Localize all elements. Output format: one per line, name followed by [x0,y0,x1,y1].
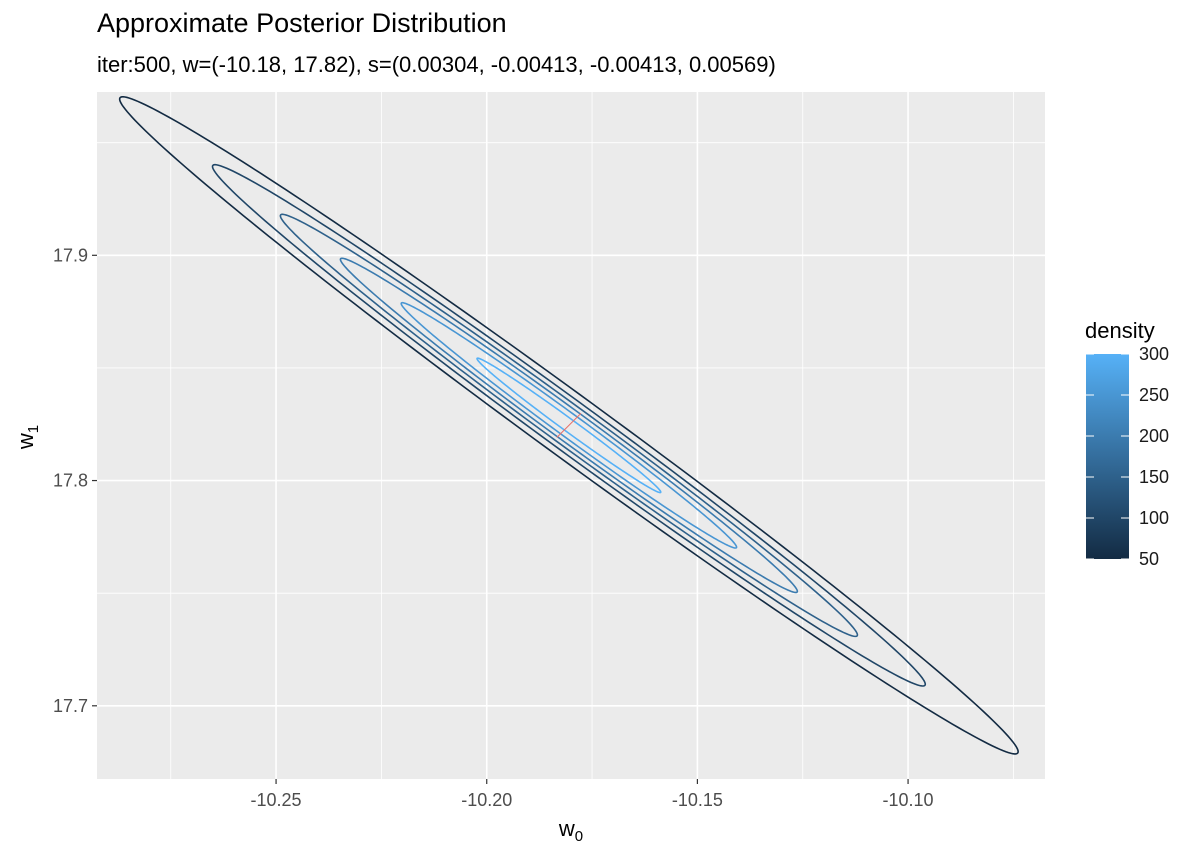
contour-level-50 [118,95,1019,755]
x-axis-label-subscript: 0 [575,828,583,845]
contour-level-100 [211,163,927,687]
y-tick-label: 17.9 [53,245,88,265]
legend-tick-label: 200 [1139,426,1169,446]
x-tick-label: -10.15 [672,790,723,810]
chart-title: Approximate Posterior Distribution [97,8,507,38]
contour-level-200 [339,257,799,594]
y-axis: 17.7 17.8 17.9 [53,245,97,716]
x-tick-label: -10.10 [883,790,934,810]
x-axis-title: w0 [558,816,583,845]
y-tick-label: 17.8 [53,471,88,491]
chart-subtitle: iter:500, w=(-10.18, 17.82), s=(0.00304,… [97,52,776,77]
x-axis-label: w [558,816,575,841]
x-tick-label: -10.25 [251,790,302,810]
y-tick-label: 17.7 [53,696,88,716]
legend-tick-label: 300 [1139,344,1169,364]
density-contours [118,95,1019,755]
legend-tick-label: 150 [1139,467,1169,487]
legend-tick-label: 250 [1139,385,1169,405]
legend-tick-label: 100 [1139,508,1169,528]
contour-level-250 [400,301,738,549]
mean-marker [556,413,582,438]
legend-title: density [1085,318,1155,343]
legend-tick-label: 50 [1139,549,1159,569]
y-axis-label: w [13,433,38,450]
contour-level-300 [476,357,662,494]
contour-level-150 [279,213,859,638]
major-gridlines [97,92,1045,779]
minor-gridlines [97,92,1045,779]
x-axis: -10.25 -10.20 -10.15 -10.10 [251,779,934,810]
mean-marker-line [556,413,582,438]
y-axis-title: w1 [13,425,42,450]
x-tick-label: -10.20 [461,790,512,810]
legend-ticks: 50 100 150 200 250 300 [1086,344,1169,569]
y-axis-label-subscript: 1 [25,425,42,433]
legend: density 50 100 150 200 250 300 [1085,318,1169,569]
legend-colorbar [1086,354,1129,559]
